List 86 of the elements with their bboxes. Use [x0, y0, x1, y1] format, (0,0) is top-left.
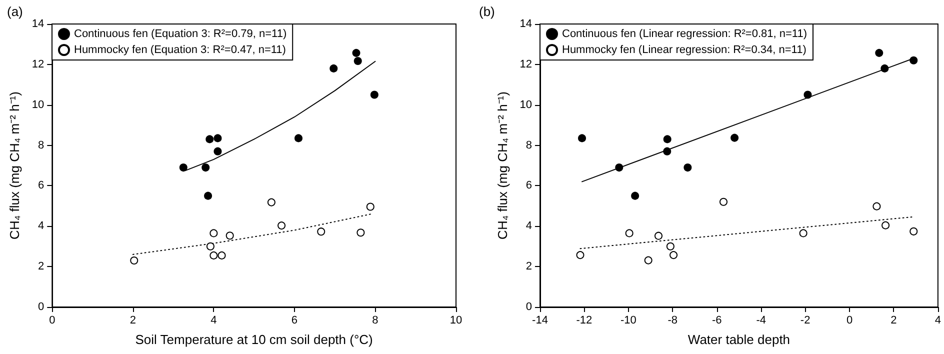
point: [226, 232, 234, 240]
point: [576, 251, 584, 260]
x-tick-label: 0: [49, 314, 56, 326]
y-tick-label: 12: [520, 58, 532, 70]
point: [670, 251, 678, 260]
point: [354, 56, 362, 65]
point: [666, 242, 674, 250]
y-tick-label: 0: [526, 301, 532, 313]
y-tick-label: 12: [32, 58, 44, 70]
legend-label: Hummocky fen (Linear regression: R²=0.34, n=11): [562, 44, 806, 56]
point: [625, 229, 634, 238]
point: [370, 90, 378, 99]
y-tick-label: 8: [38, 139, 44, 152]
point: [267, 198, 276, 206]
point: [356, 228, 365, 237]
point: [882, 221, 890, 230]
point: [210, 251, 218, 260]
x-axis-title: Water table depth: [688, 332, 790, 347]
point: [366, 202, 374, 211]
x-tick-label: -4: [756, 314, 766, 326]
x-tick-label: 4: [210, 314, 217, 326]
point: [730, 134, 739, 142]
x-tick-label: 2: [130, 314, 136, 326]
point: [654, 232, 662, 240]
point: [910, 56, 918, 64]
x-tick-label: -14: [532, 314, 548, 326]
x-tick-label: 8: [372, 314, 378, 326]
point: [663, 147, 672, 156]
point: [804, 90, 812, 99]
point: [218, 251, 226, 260]
point: [872, 202, 881, 210]
x-tick-label: -8: [668, 314, 678, 326]
point: [214, 147, 222, 156]
y-tick-label: 14: [32, 18, 44, 30]
x-tick-label: -2: [800, 314, 810, 326]
y-tick-label: 8: [526, 139, 532, 152]
point: [210, 229, 218, 238]
point: [875, 48, 884, 57]
x-tick-label: -12: [576, 314, 592, 326]
point: [644, 256, 652, 264]
y-tick-label: 2: [38, 260, 44, 273]
x-tick-label: 6: [291, 314, 298, 326]
point: [202, 164, 210, 172]
point: [615, 164, 624, 172]
y-tick-label: 0: [38, 301, 44, 313]
point: [179, 164, 188, 172]
point: [578, 134, 586, 142]
x-tick-label: 4: [934, 314, 942, 326]
y-axis-title: CH₄ flux (mg CH₄ m⁻² h⁻¹): [7, 92, 22, 240]
point: [206, 242, 214, 250]
x-axis-title: Soil Temperature at 10 cm soil depth (°C): [135, 332, 373, 347]
y-tick-label: 4: [526, 220, 532, 232]
point: [278, 222, 286, 230]
y-tick-label: 10: [32, 98, 44, 111]
x-tick-label: 0: [846, 314, 853, 326]
y-tick-label: 6: [526, 180, 532, 192]
y-tick-label: 10: [520, 98, 532, 111]
point: [880, 64, 889, 72]
x-tick-label: -10: [620, 314, 636, 326]
point: [317, 228, 326, 236]
point: [720, 198, 728, 206]
legend-label: Continuous fen (Equation 3: R²=0.79, n=11): [74, 28, 287, 40]
y-tick-label: 14: [520, 18, 532, 30]
y-tick-label: 2: [526, 260, 532, 273]
x-tick-label: 10: [450, 314, 462, 326]
point: [663, 135, 672, 144]
point: [910, 227, 918, 236]
point: [206, 135, 214, 144]
legend-label: Continuous fen (Linear regression: R²=0.81, n=11): [562, 28, 807, 40]
point: [352, 48, 360, 57]
point: [130, 256, 138, 265]
point: [330, 64, 338, 72]
y-axis-title: CH₄ flux (mg CH₄ m⁻² h⁻¹): [494, 92, 510, 240]
point: [204, 192, 212, 200]
point: [294, 134, 302, 142]
legend-label: Hummocky fen (Equation 3: R²=0.47, n=11): [74, 44, 286, 56]
y-tick-label: 4: [38, 220, 44, 232]
chart-title: (b): [479, 4, 495, 19]
point: [214, 134, 222, 142]
point: [799, 229, 808, 238]
point: [631, 192, 640, 200]
chart-title: (a): [7, 4, 23, 19]
x-tick-label: -6: [712, 314, 722, 326]
point: [684, 164, 692, 172]
x-tick-label: 2: [890, 314, 897, 326]
y-tick-label: 6: [38, 180, 44, 192]
